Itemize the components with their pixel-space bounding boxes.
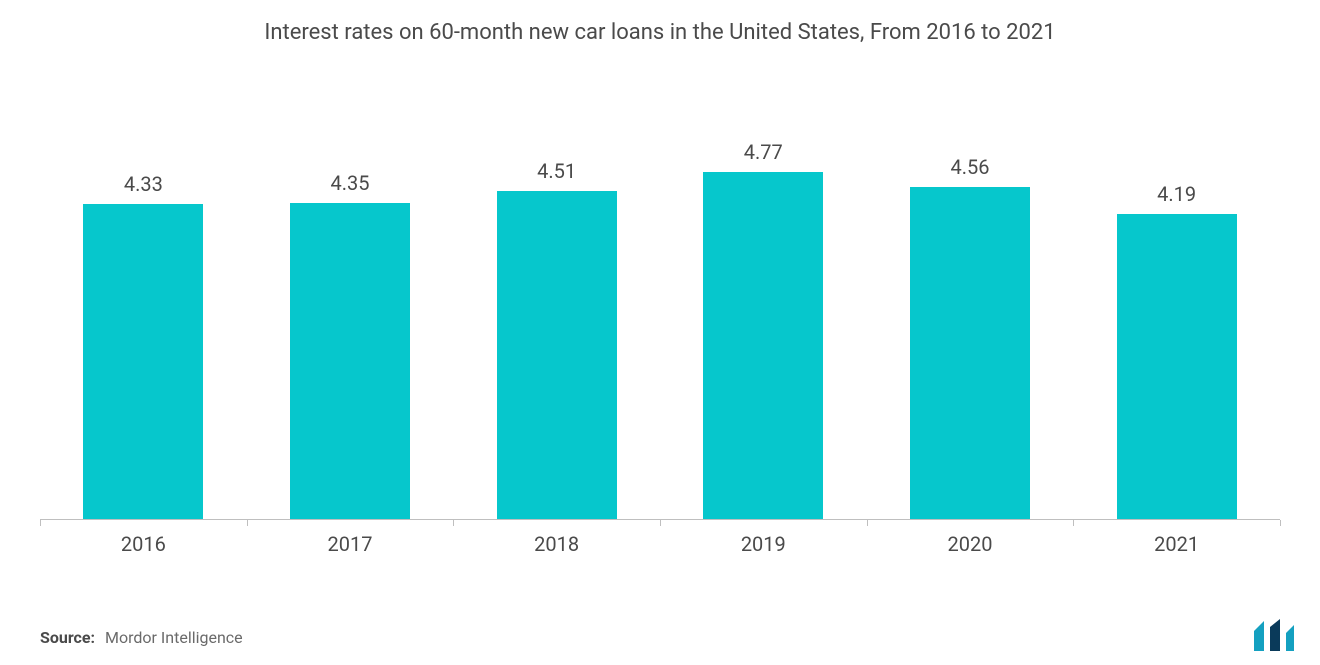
bar-value-label: 4.19	[1157, 182, 1196, 206]
bar-value-label: 4.56	[950, 155, 989, 179]
x-axis: 2016 2017 2018 2019 2020 2021	[40, 520, 1280, 560]
x-axis-label: 2017	[290, 520, 410, 560]
axis-tick	[660, 520, 661, 526]
source-value: Mordor Intelligence	[105, 628, 243, 647]
x-axis-label: 2018	[497, 520, 617, 560]
bar-value-label: 4.77	[744, 140, 783, 164]
x-axis-label: 2020	[910, 520, 1030, 560]
bar-value-label: 4.51	[537, 159, 576, 183]
x-axis-label: 2016	[83, 520, 203, 560]
x-axis-label: 2021	[1117, 520, 1237, 560]
chart-container: Interest rates on 60-month new car loans…	[0, 0, 1320, 665]
bar	[703, 172, 823, 519]
bar	[83, 204, 203, 519]
axis-tick	[1073, 520, 1074, 526]
bar	[910, 187, 1030, 519]
bar	[497, 191, 617, 519]
bar-group: 4.19	[1117, 182, 1237, 519]
axis-tick	[867, 520, 868, 526]
plot-area: 4.33 4.35 4.51 4.77 4.56 4.19	[40, 120, 1280, 520]
bar	[290, 203, 410, 519]
bar-group: 4.77	[703, 140, 823, 519]
bar-value-label: 4.35	[330, 171, 369, 195]
axis-tick	[40, 520, 41, 526]
source-label: Source:	[40, 628, 95, 647]
source-footer: Source: Mordor Intelligence	[40, 628, 243, 647]
axis-tick	[453, 520, 454, 526]
logo-bar-2	[1270, 619, 1280, 651]
x-axis-label: 2019	[703, 520, 823, 560]
bar-group: 4.56	[910, 155, 1030, 519]
logo-bar-3	[1286, 625, 1294, 651]
chart-title: Interest rates on 60-month new car loans…	[0, 20, 1320, 45]
bar	[1117, 214, 1237, 519]
bar-group: 4.51	[497, 159, 617, 519]
bar-group: 4.33	[83, 172, 203, 519]
logo-bar-1	[1254, 621, 1264, 651]
axis-tick	[247, 520, 248, 526]
bar-group: 4.35	[290, 171, 410, 519]
axis-tick	[1280, 520, 1281, 526]
brand-logo-icon	[1250, 619, 1298, 651]
bar-value-label: 4.33	[124, 172, 163, 196]
